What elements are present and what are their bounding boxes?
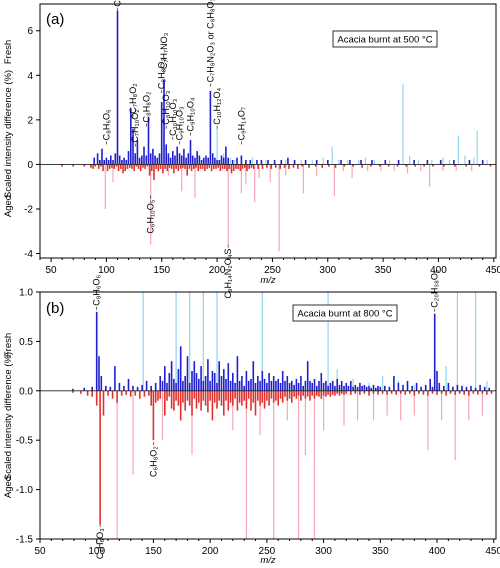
annotation-label: C₇H₁₀O₂ <box>130 109 140 143</box>
panel-a-label: (a) <box>46 11 64 28</box>
panel-b-legend-box: Acacia burnt at 800 °C <box>292 304 398 322</box>
annotation-label: C₉H₁₀O₃ <box>175 106 185 140</box>
x-tick-label: 350 <box>375 265 392 276</box>
annotation-label: C₉H₁₄N₂O₄S <box>223 249 233 299</box>
annotation-label: C₁₀H₁₂O₄ <box>212 87 222 124</box>
panel-a-fresh-label: Fresh <box>3 40 14 64</box>
y-tick-label: -0.5 <box>16 436 34 447</box>
panel-b-xlabel: m/z <box>260 555 276 566</box>
x-tick-label: 400 <box>429 546 446 557</box>
panel-b-label: (b) <box>46 300 64 317</box>
annotation-label: C₇H₇NO₃ <box>159 32 169 69</box>
x-tick-label: 150 <box>153 265 170 276</box>
y-tick-label: -1.5 <box>16 535 34 546</box>
y-tick-label: -4 <box>24 249 33 260</box>
y-tick-label: 6 <box>27 26 33 37</box>
annotation-label: C₁₀H₁₀O₃ <box>168 98 178 136</box>
x-tick-label: 450 <box>485 265 500 276</box>
y-tick-label: 0.5 <box>19 337 33 348</box>
x-tick-label: 400 <box>430 265 447 276</box>
annotation-label: C₈H₁₀O₃ <box>161 90 171 125</box>
panel-b-aged-label: Aged <box>3 476 14 498</box>
x-tick-label: 300 <box>319 265 336 276</box>
panel-a-aged-label: Aged <box>3 195 14 217</box>
annotation-label: C₈H₆O₆ <box>92 274 102 305</box>
annotation-label: C₈H₆O₆ <box>101 109 111 140</box>
panel-a-frame <box>39 3 497 259</box>
panel-b-fresh-label: Fresh <box>3 333 14 357</box>
panel-b-ticks: 50 100 150 200 250 300 350 400 450 -1.5 -1.0 -0.5 0.… <box>16 288 500 558</box>
panel-a-legend-box: Acacia burnt at 500 °C <box>332 30 438 48</box>
x-tick-label: 450 <box>485 546 500 557</box>
annotation-label: C₆H₁₀O₅ <box>146 199 156 233</box>
panel-a-ylabel: Scaled intensity difference (%) <box>3 70 14 198</box>
y-tick-label: 2 <box>27 115 33 126</box>
annotation-label: C₇H₈N₂O₃ or C₈H₈O₃ <box>205 0 215 82</box>
annotation-label: C₉H₁₀O₄ <box>186 97 196 131</box>
panel-b-annotations: C₈H₆O₆ C₂₀H₃₈O₅ C₆H₈O₂ C₄H₆O₃ <box>92 269 440 559</box>
x-tick-label: 300 <box>315 546 332 557</box>
annotation-label: C₂₀H₃₈O₅ <box>430 269 440 308</box>
annotation-label: C₈H₈O₃ <box>157 58 167 89</box>
panel-a-ticks: 50 100 150 200 250 300 350 400 450 -4 -2 0 2 4 6 <box>24 26 500 276</box>
panel-a-xlabel: m/z <box>260 275 276 286</box>
panel-b: C₈H₆O₆ C₂₀H₃₈O₅ C₆H₈O₂ C₄H₆O₃ 50 100 150 200 25… <box>3 269 500 566</box>
annotation-label: C₉H₁₄O₇ <box>236 107 246 140</box>
x-tick-label: 250 <box>264 265 281 276</box>
y-tick-label: 0.0 <box>19 386 33 397</box>
y-tick-label: -1.0 <box>16 485 34 496</box>
y-tick-label: 1.0 <box>19 288 33 299</box>
panel-a-box-label: Acacia burnt at 500 °C <box>337 35 432 46</box>
annotation-label: C₆H₈O₂ <box>148 446 158 477</box>
y-tick-label: 0 <box>27 160 33 171</box>
annotation-label: C₆H₆O₂ <box>113 0 123 7</box>
x-tick-label: 200 <box>202 546 219 557</box>
panel-b-ylabel: Scaled intensity difference (%) <box>3 352 14 480</box>
x-tick-label: 50 <box>46 265 58 276</box>
panel-a: C₈H₆O₆C₆H₆O₂C₇H₁₀O₂C₇H₈O₂C₈H₈O₂C₈H₈O₃C₇H… <box>3 0 500 299</box>
x-tick-label: 100 <box>98 265 115 276</box>
panel-a-bars <box>40 10 496 252</box>
annotation-label: C₈H₈O₂ <box>141 91 151 122</box>
x-tick-label: 100 <box>88 546 105 557</box>
annotation-label: C₄H₆O₃ <box>95 528 105 559</box>
y-tick-label: -2 <box>24 204 33 215</box>
panel-b-bars <box>40 292 496 539</box>
x-tick-label: 50 <box>34 546 46 557</box>
y-tick-label: 4 <box>27 71 33 82</box>
panel-b-frame <box>39 291 497 540</box>
annotation-label: C₇H₈O₂ <box>128 83 138 114</box>
x-tick-label: 200 <box>209 265 226 276</box>
x-tick-label: 250 <box>259 546 276 557</box>
panel-a-annotations: C₈H₆O₆C₆H₆O₂C₇H₁₀O₂C₇H₈O₂C₈H₈O₂C₈H₈O₃C₇H… <box>101 0 246 299</box>
x-tick-label: 150 <box>145 546 162 557</box>
panel-b-box-label: Acacia burnt at 800 °C <box>297 309 392 320</box>
x-tick-label: 350 <box>372 546 389 557</box>
